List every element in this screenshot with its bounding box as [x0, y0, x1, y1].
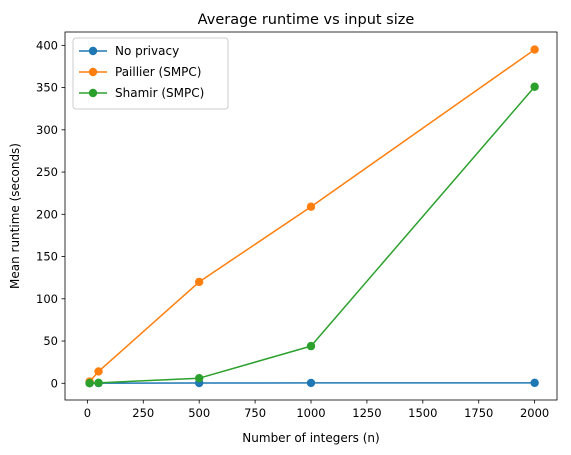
series-2-point	[530, 82, 539, 91]
x-axis-label: Number of integers (n)	[242, 431, 379, 445]
legend-marker	[88, 67, 98, 77]
series-1-point	[530, 45, 539, 54]
y-tick-label: 0	[51, 376, 58, 390]
series-2-point	[306, 341, 316, 351]
legend-label: Paillier (SMPC)	[115, 65, 201, 79]
chart-title: Average runtime vs input size	[198, 12, 415, 28]
series-2-point	[194, 374, 204, 383]
y-tick-label: 250	[36, 165, 58, 179]
series-2-point	[85, 378, 94, 388]
series-2-point	[94, 378, 103, 388]
legend-marker	[88, 46, 98, 56]
y-tick-label: 50	[43, 334, 58, 348]
x-tick-label: 750	[244, 406, 266, 420]
x-tick-label: 1750	[464, 406, 493, 420]
y-tick-label: 350	[36, 81, 58, 95]
series-0-point	[306, 378, 316, 388]
y-axis: 0 50 100 150 200 250 300 350 400	[36, 38, 65, 390]
y-tick-label: 200	[36, 207, 58, 221]
legend-label: Shamir (SMPC)	[115, 86, 204, 100]
y-tick-label: 150	[36, 250, 58, 264]
x-tick-label: 1000	[296, 406, 325, 420]
legend-label: No privacy	[115, 44, 179, 58]
x-tick-label: 1250	[352, 406, 381, 420]
y-tick-label: 300	[36, 123, 58, 137]
x-tick-label: 500	[188, 406, 210, 420]
x-tick-label: 250	[132, 406, 154, 420]
x-tick-label: 2000	[520, 406, 549, 420]
series-layer	[85, 45, 539, 388]
legend-marker	[88, 88, 98, 98]
series-0-point	[530, 378, 539, 388]
y-axis-label: Mean runtime (seconds)	[8, 143, 22, 289]
x-axis: 0 250 500 750 1000 1250 1500 1750 2000	[84, 400, 549, 420]
x-tick-label: 0	[84, 406, 91, 420]
legend: No privacy Paillier (SMPC) Shamir (SMPC)	[72, 37, 229, 110]
series-1-point	[194, 277, 204, 287]
x-tick-label: 1500	[408, 406, 437, 420]
y-tick-label: 100	[36, 292, 58, 306]
series-1-point	[306, 202, 316, 211]
legend-frame	[72, 37, 229, 110]
series-1-point	[94, 367, 103, 376]
y-tick-label: 400	[36, 38, 58, 52]
